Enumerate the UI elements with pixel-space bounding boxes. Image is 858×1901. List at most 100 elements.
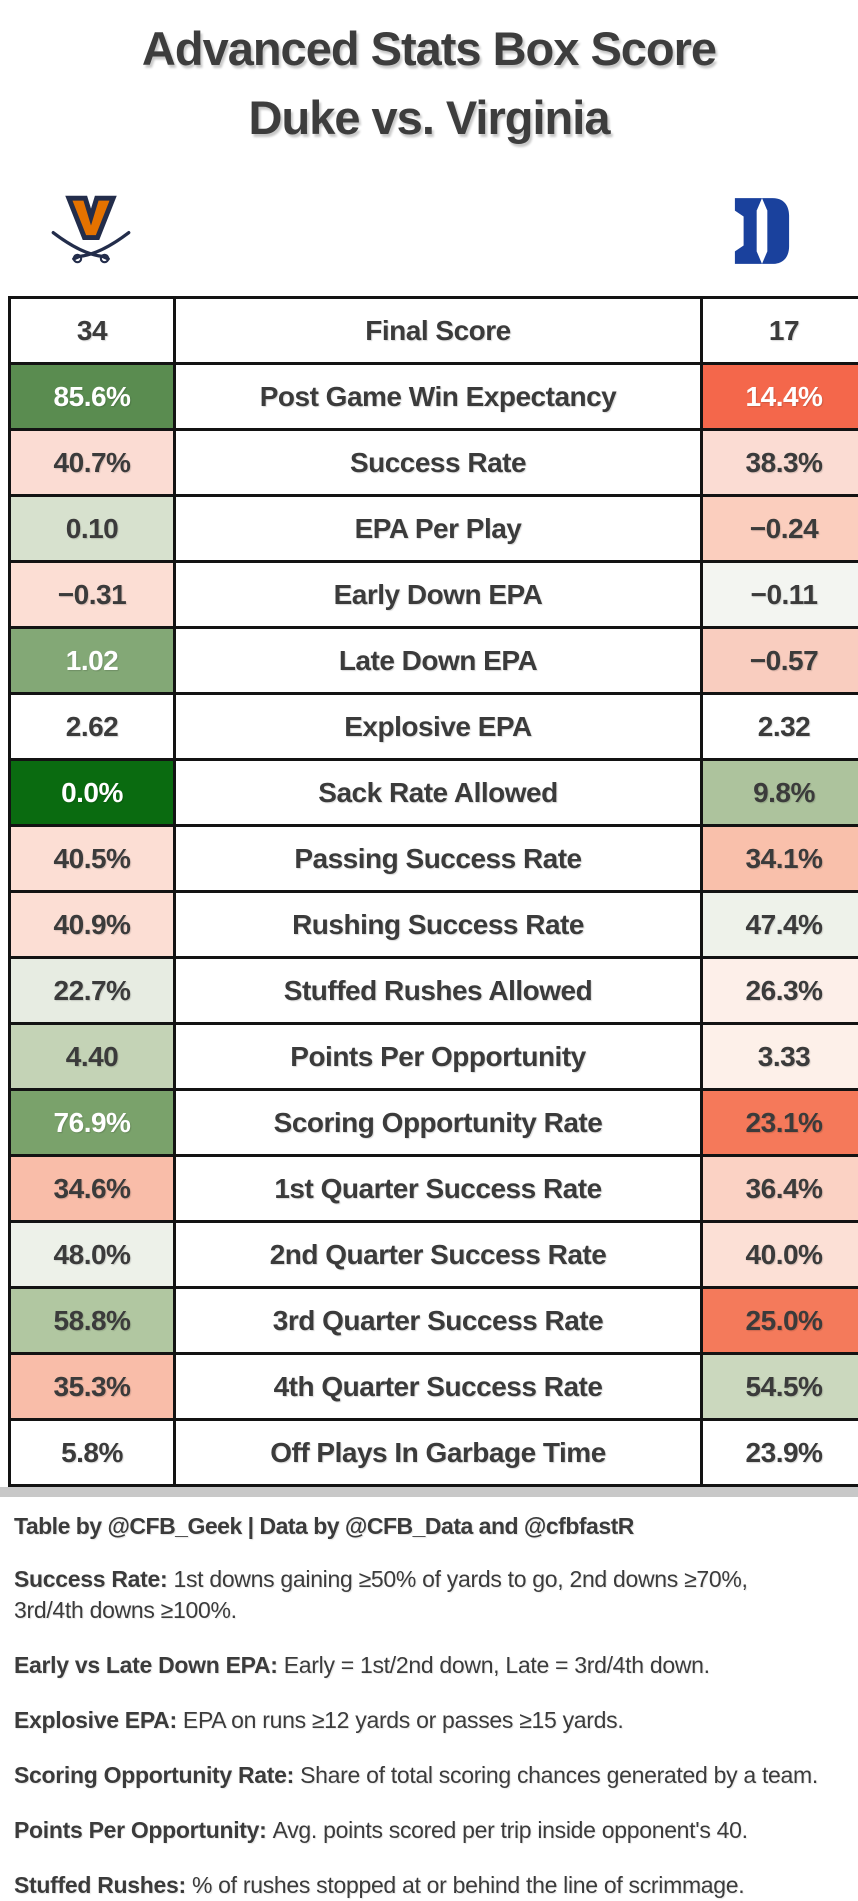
left-team-value: 22.7% xyxy=(10,958,175,1024)
left-team-value: 48.0% xyxy=(10,1222,175,1288)
stat-label: Stuffed Rushes Allowed xyxy=(175,958,702,1024)
stat-row: 34 Final Score 17 xyxy=(10,298,858,364)
right-team-value: −0.24 xyxy=(702,496,858,562)
glossary-notes: Success Rate: 1st downs gaining ≥50% of … xyxy=(14,1564,820,1901)
stat-row: 4.40 Points Per Opportunity 3.33 xyxy=(10,1024,858,1090)
stat-label: 3rd Quarter Success Rate xyxy=(175,1288,702,1354)
footnote-term: Stuffed Rushes: xyxy=(14,1872,186,1898)
footnote: Explosive EPA: EPA on runs ≥12 yards or … xyxy=(14,1705,820,1736)
left-team-value: 5.8% xyxy=(10,1420,175,1486)
stat-label: Points Per Opportunity xyxy=(175,1024,702,1090)
stat-label: 1st Quarter Success Rate xyxy=(175,1156,702,1222)
footnote-term: Points Per Opportunity: xyxy=(14,1817,267,1843)
stat-row: 40.9% Rushing Success Rate 47.4% xyxy=(10,892,858,958)
right-team-value: 26.3% xyxy=(702,958,858,1024)
right-team-value: 40.0% xyxy=(702,1222,858,1288)
right-team-value: 47.4% xyxy=(702,892,858,958)
stat-label: Success Rate xyxy=(175,430,702,496)
left-team-value: 2.62 xyxy=(10,694,175,760)
footnote-term: Early vs Late Down EPA: xyxy=(14,1652,278,1678)
left-team-value: 40.7% xyxy=(10,430,175,496)
left-team-value: −0.31 xyxy=(10,562,175,628)
right-team-value: 2.32 xyxy=(702,694,858,760)
footnote-term: Success Rate: xyxy=(14,1566,167,1592)
stat-row: 1.02 Late Down EPA −0.57 xyxy=(10,628,858,694)
stat-row: 5.8% Off Plays In Garbage Time 23.9% xyxy=(10,1420,858,1486)
stat-label: Off Plays In Garbage Time xyxy=(175,1420,702,1486)
footer-notes: Table by @CFB_Geek | Data by @CFB_Data a… xyxy=(0,1497,858,1901)
duke-d-slit-icon xyxy=(757,198,768,264)
stat-row: 2.62 Explosive EPA 2.32 xyxy=(10,694,858,760)
footnote-desc: Avg. points scored per trip inside oppon… xyxy=(273,1817,748,1843)
stat-label: Final Score xyxy=(175,298,702,364)
stat-row: 85.6% Post Game Win Expectancy 14.4% xyxy=(10,364,858,430)
stat-row: 0.0% Sack Rate Allowed 9.8% xyxy=(10,760,858,826)
stat-row: 58.8% 3rd Quarter Success Rate 25.0% xyxy=(10,1288,858,1354)
stat-row: 76.9% Scoring Opportunity Rate 23.1% xyxy=(10,1090,858,1156)
stat-row: 48.0% 2nd Quarter Success Rate 40.0% xyxy=(10,1222,858,1288)
stat-label: Post Game Win Expectancy xyxy=(175,364,702,430)
stat-label: Passing Success Rate xyxy=(175,826,702,892)
title-line-1: Advanced Stats Box Score xyxy=(0,14,858,83)
right-team-value: 38.3% xyxy=(702,430,858,496)
right-team-value: 9.8% xyxy=(702,760,858,826)
right-team-value: −0.57 xyxy=(702,628,858,694)
right-team-value: −0.11 xyxy=(702,562,858,628)
right-team-value: 14.4% xyxy=(702,364,858,430)
stat-row: 40.7% Success Rate 38.3% xyxy=(10,430,858,496)
left-team-value: 0.0% xyxy=(10,760,175,826)
footnote-term: Explosive EPA: xyxy=(14,1707,177,1733)
title-line-2: Duke vs. Virginia xyxy=(0,83,858,152)
right-team-value: 36.4% xyxy=(702,1156,858,1222)
right-team-value: 34.1% xyxy=(702,826,858,892)
footnote: Points Per Opportunity: Avg. points scor… xyxy=(14,1815,820,1846)
left-team-value: 1.02 xyxy=(10,628,175,694)
footnote-desc: EPA on runs ≥12 yards or passes ≥15 yard… xyxy=(183,1707,624,1733)
left-team-value: 34 xyxy=(10,298,175,364)
left-team-value: 76.9% xyxy=(10,1090,175,1156)
page-title: Advanced Stats Box Score Duke vs. Virgin… xyxy=(0,0,858,152)
right-team-value: 3.33 xyxy=(702,1024,858,1090)
stat-label: 4th Quarter Success Rate xyxy=(175,1354,702,1420)
left-team-value: 40.9% xyxy=(10,892,175,958)
table-shadow-band xyxy=(0,1487,858,1497)
stat-row: 22.7% Stuffed Rushes Allowed 26.3% xyxy=(10,958,858,1024)
stat-row: 34.6% 1st Quarter Success Rate 36.4% xyxy=(10,1156,858,1222)
footnote: Stuffed Rushes: % of rushes stopped at o… xyxy=(14,1870,820,1901)
footnote: Success Rate: 1st downs gaining ≥50% of … xyxy=(14,1564,820,1626)
stats-table: 34 Final Score 17 85.6% Post Game Win Ex… xyxy=(8,296,858,1487)
right-team-value: 17 xyxy=(702,298,858,364)
left-team-value: 4.40 xyxy=(10,1024,175,1090)
virginia-v-icon xyxy=(69,198,113,237)
footnote: Scoring Opportunity Rate: Share of total… xyxy=(14,1760,820,1791)
duke-blue-devils-logo xyxy=(732,197,792,265)
left-team-value: 40.5% xyxy=(10,826,175,892)
stat-label: Explosive EPA xyxy=(175,694,702,760)
stat-label: 2nd Quarter Success Rate xyxy=(175,1222,702,1288)
left-team-value: 85.6% xyxy=(10,364,175,430)
stat-row: 35.3% 4th Quarter Success Rate 54.5% xyxy=(10,1354,858,1420)
left-team-value: 35.3% xyxy=(10,1354,175,1420)
footnote: Early vs Late Down EPA: Early = 1st/2nd … xyxy=(14,1650,820,1681)
stat-label: Sack Rate Allowed xyxy=(175,760,702,826)
left-team-value: 58.8% xyxy=(10,1288,175,1354)
footnote-term: Scoring Opportunity Rate: xyxy=(14,1762,294,1788)
stat-label: Late Down EPA xyxy=(175,628,702,694)
team-logos-row xyxy=(0,194,858,268)
left-team-value: 34.6% xyxy=(10,1156,175,1222)
right-team-value: 23.1% xyxy=(702,1090,858,1156)
stat-row: 40.5% Passing Success Rate 34.1% xyxy=(10,826,858,892)
footnote-desc: % of rushes stopped at or behind the lin… xyxy=(192,1872,744,1898)
stat-label: EPA Per Play xyxy=(175,496,702,562)
stat-row: 0.10 EPA Per Play −0.24 xyxy=(10,496,858,562)
credit-line: Table by @CFB_Geek | Data by @CFB_Data a… xyxy=(14,1513,820,1540)
left-team-value: 0.10 xyxy=(10,496,175,562)
footnote-desc: Share of total scoring chances generated… xyxy=(300,1762,818,1788)
stat-label: Scoring Opportunity Rate xyxy=(175,1090,702,1156)
footnote-desc: Early = 1st/2nd down, Late = 3rd/4th dow… xyxy=(284,1652,710,1678)
stat-label: Early Down EPA xyxy=(175,562,702,628)
right-team-value: 54.5% xyxy=(702,1354,858,1420)
right-team-value: 23.9% xyxy=(702,1420,858,1486)
stat-label: Rushing Success Rate xyxy=(175,892,702,958)
right-team-value: 25.0% xyxy=(702,1288,858,1354)
